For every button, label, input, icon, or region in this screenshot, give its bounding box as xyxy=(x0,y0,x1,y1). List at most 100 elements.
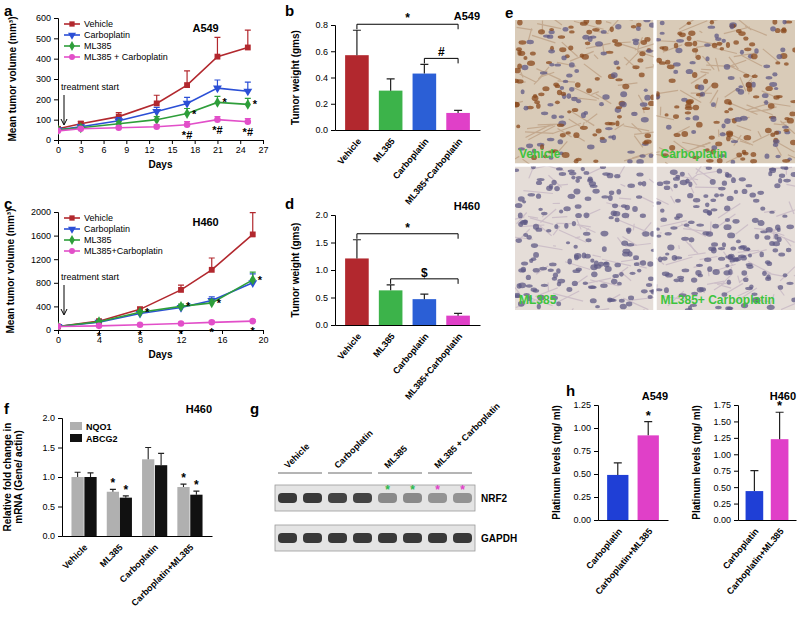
tissue-fiber xyxy=(737,250,767,259)
legend-symbol xyxy=(69,21,74,26)
tissue-fiber xyxy=(646,67,653,68)
axis: CarboplatinCarboplatin+ML385 xyxy=(721,521,797,597)
lane-mark: * xyxy=(385,483,390,497)
tissue-fiber xyxy=(794,267,795,276)
nucleus xyxy=(743,152,749,155)
nucleus xyxy=(733,40,738,44)
nucleus xyxy=(686,69,693,74)
bar xyxy=(345,258,369,325)
nucleus xyxy=(734,117,742,122)
bar xyxy=(379,290,403,325)
tick: 200 xyxy=(36,95,58,105)
tick: 0 xyxy=(46,135,58,145)
tick-mark xyxy=(149,140,150,144)
tissue-fiber xyxy=(657,152,660,156)
tissue-fiber xyxy=(739,276,747,283)
tissue-fiber xyxy=(758,131,761,137)
nucleus xyxy=(755,234,760,240)
lane-bracket xyxy=(428,473,472,474)
nucleus xyxy=(657,288,663,291)
nucleus xyxy=(642,231,649,236)
nucleus xyxy=(774,87,778,90)
nucleus xyxy=(748,253,752,257)
nucleus xyxy=(646,49,653,53)
nucleus xyxy=(632,65,639,69)
nucleus xyxy=(786,282,793,285)
nucleus xyxy=(601,30,607,34)
panel: CarboplatinCarboplatin+ML3850.000.250.50… xyxy=(691,390,797,597)
nucleus xyxy=(690,61,696,64)
nucleus xyxy=(738,89,745,95)
tissue-fiber xyxy=(606,203,627,208)
nucleus xyxy=(583,111,588,115)
nucleus xyxy=(710,198,716,202)
nucleus xyxy=(575,158,581,161)
nucleus xyxy=(583,281,589,284)
tissue-fiber xyxy=(642,197,653,205)
tissue-fiber xyxy=(653,205,654,218)
nucleus xyxy=(728,76,735,80)
nucleus xyxy=(709,135,715,139)
nucleus xyxy=(724,224,732,230)
tissue-fiber xyxy=(586,114,597,123)
nucleus xyxy=(611,72,618,78)
tick-mark xyxy=(331,104,335,105)
nucleus xyxy=(705,202,710,207)
nucleus xyxy=(526,235,531,240)
annotation: treatment start xyxy=(61,272,120,282)
nucleus xyxy=(516,125,520,129)
nucleus xyxy=(531,167,536,170)
tick-mark xyxy=(734,504,738,505)
marker xyxy=(215,54,221,60)
nucleus xyxy=(614,174,620,178)
nucleus xyxy=(526,284,533,287)
error-bar xyxy=(353,30,361,55)
nucleus xyxy=(566,93,571,99)
legend-entry: ML385 + Carboplatin xyxy=(64,52,168,62)
tick-label: 0.00 xyxy=(573,515,591,525)
nucleus xyxy=(563,206,570,211)
nucleus xyxy=(676,39,684,43)
legend-entry: ML385+Carboplatin xyxy=(64,246,163,256)
tick-label: 200 xyxy=(36,95,51,105)
nucleus xyxy=(602,172,610,176)
nucleus xyxy=(590,298,597,303)
nucleus xyxy=(611,211,617,217)
legend-entry: Vehicle xyxy=(64,213,113,223)
tick-mark xyxy=(594,405,598,406)
axis: VehicleML385CarboplatinML385+Carboplatin xyxy=(336,131,481,207)
legend-entry: ML385 xyxy=(64,41,112,51)
tissue-fiber xyxy=(559,230,586,242)
nucleus xyxy=(574,69,579,73)
nucleus xyxy=(542,86,549,91)
nucleus xyxy=(686,100,693,105)
tissue-fiber xyxy=(534,71,547,85)
nucleus xyxy=(673,114,679,119)
tick: 0 xyxy=(56,140,61,155)
tick-label: 27 xyxy=(258,145,268,155)
nucleus xyxy=(573,189,580,195)
legend-symbol xyxy=(69,54,75,60)
error-bar xyxy=(353,240,361,259)
nucleus xyxy=(743,277,748,282)
nucleus xyxy=(724,99,731,104)
nucleus xyxy=(586,30,592,35)
nucleus xyxy=(607,298,612,303)
marker xyxy=(245,99,251,110)
nucleus xyxy=(568,194,576,199)
tissue-fiber xyxy=(701,69,711,71)
nucleus xyxy=(627,184,635,188)
tick: ML385 xyxy=(371,331,397,359)
tick-mark xyxy=(734,405,738,406)
nucleus xyxy=(693,105,700,111)
tissue-fiber xyxy=(515,101,523,106)
tick-mark xyxy=(594,451,598,452)
tissue-fiber xyxy=(780,267,795,281)
nucleus xyxy=(739,177,746,181)
tissue-fiber xyxy=(753,134,770,142)
nucleus xyxy=(675,48,682,54)
blot-band xyxy=(278,533,297,543)
tick-mark xyxy=(54,79,58,80)
nucleus xyxy=(541,284,548,287)
nucleus xyxy=(722,39,726,43)
